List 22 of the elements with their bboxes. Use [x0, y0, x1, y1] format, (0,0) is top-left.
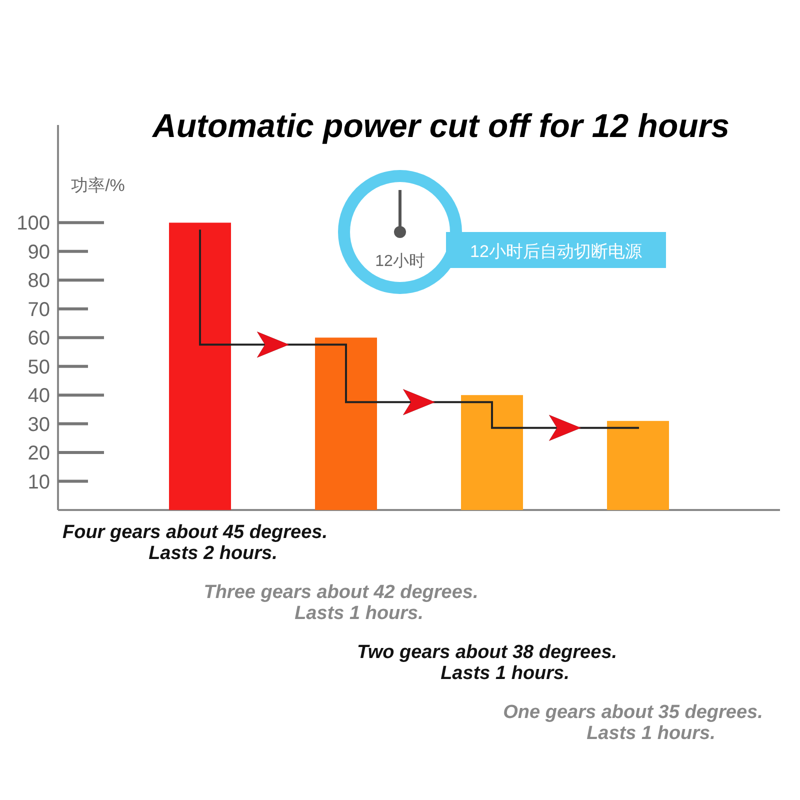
text: Two gears about 38 degrees. Lasts 1 hours.: [356, 642, 618, 684]
bar: [461, 395, 523, 510]
y-tick-label: 10: [28, 471, 50, 494]
y-tick-label: 30: [28, 414, 50, 436]
annotation: 12小时后自动切断电源: [470, 242, 642, 261]
y-tick-label: 70: [28, 298, 50, 321]
text: Four gears about 45 degrees. Lasts 2 hours.: [62, 522, 328, 564]
bar: [315, 338, 377, 510]
text: Three gears about 42 degrees. Lasts 1 hours.: [204, 582, 478, 624]
annotation: 12小时: [375, 252, 425, 270]
chart-title: Automatic power cut off for 12 hours: [152, 107, 730, 144]
y-tick-label: 40: [28, 385, 50, 408]
y-tick-label: 20: [28, 442, 50, 465]
bar: [169, 222, 231, 510]
y-tick-label: 60: [28, 328, 50, 350]
y-axis-title: 功率/%: [71, 176, 125, 195]
y-tick-label: 90: [28, 241, 50, 264]
text: One gears about 35 degrees. Lasts 1 hours.: [503, 702, 763, 744]
y-tick-label: 100: [16, 212, 50, 235]
y-tick-label: 50: [28, 356, 50, 378]
y-tick-label: 80: [28, 270, 50, 292]
bar: [607, 420, 669, 510]
